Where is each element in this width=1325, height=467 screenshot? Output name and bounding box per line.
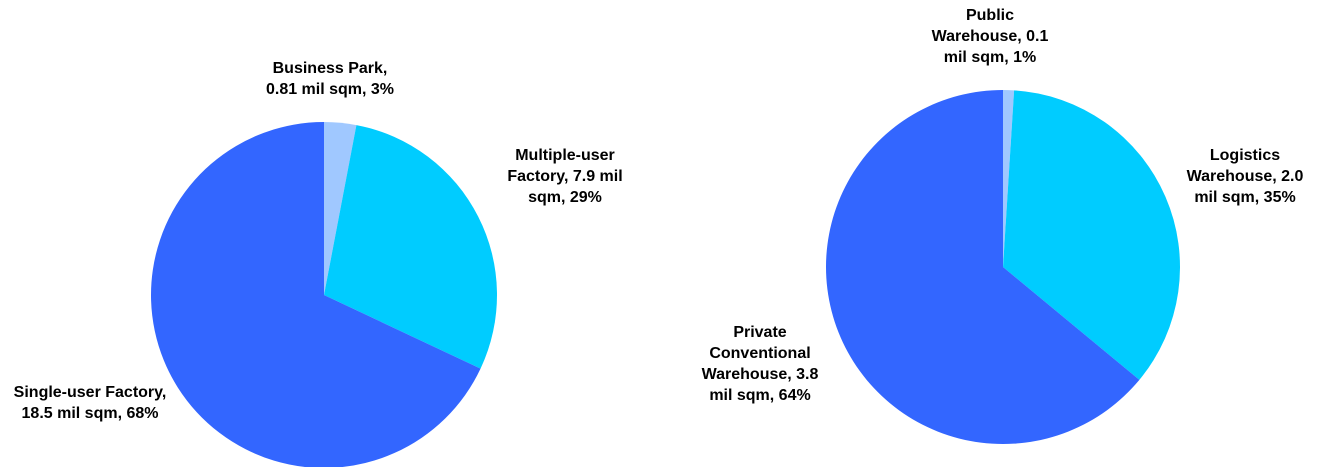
pie-slice [151,122,481,467]
slice-label: Business Park, 0.81 mil sqm, 3% [265,60,395,98]
slice-label: Public Warehouse, 0.1 mil sqm, 1% [931,7,1049,66]
pie-slice [324,122,357,295]
slice-label: Logistics Warehouse, 2.0 mil sqm, 35% [1186,147,1304,206]
pie-slice [1003,90,1015,267]
slice-label: Private Conventional Warehouse, 3.8 mil … [701,324,819,404]
pie-slice [324,125,498,369]
slice-label: Single-user Factory, 18.5 mil sqm, 68% [13,384,167,422]
slice-label: Multiple-user Factory, 7.9 mil sqm, 29% [507,147,623,206]
pie-slice [1003,90,1180,380]
pie-slice [826,90,1140,444]
